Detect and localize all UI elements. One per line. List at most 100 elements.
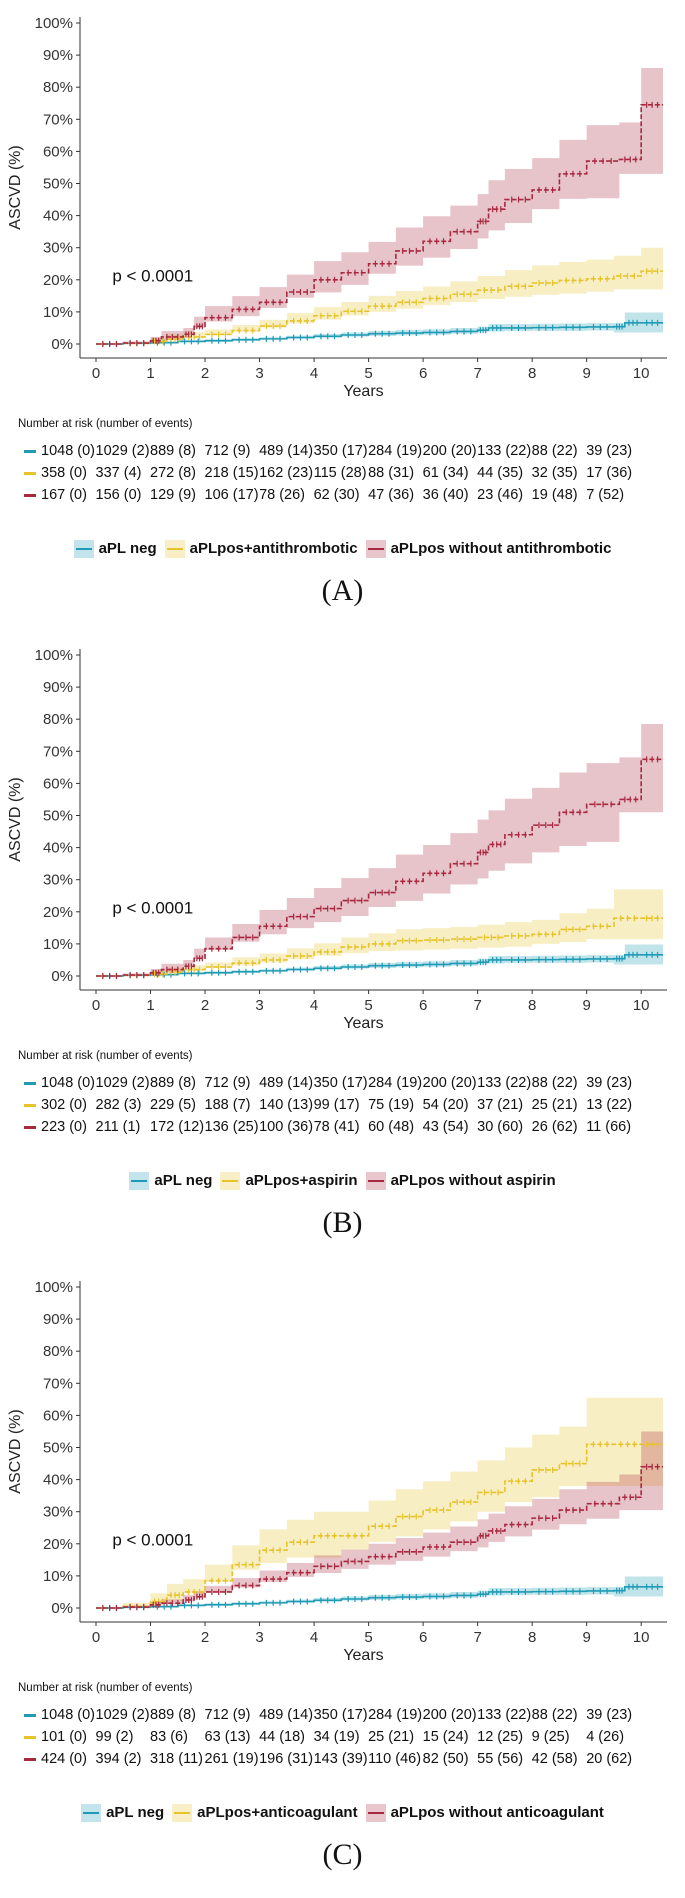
risk-table-cell: 712 (9) bbox=[204, 1707, 251, 1723]
risk-table-cell: 218 (15) bbox=[204, 465, 259, 481]
risk-table-cell: 133 (22) bbox=[477, 1075, 532, 1091]
risk-table-cell: 1029 (2) bbox=[95, 443, 150, 459]
y-tick-label: 70% bbox=[43, 1375, 73, 1392]
risk-table-cell: 54 (20) bbox=[422, 1097, 469, 1113]
x-tick-label: 6 bbox=[419, 365, 427, 382]
x-tick-label: 0 bbox=[92, 365, 100, 382]
risk-table-cell: 1048 (0) bbox=[41, 1075, 96, 1091]
y-tick-label: 30% bbox=[43, 872, 73, 889]
risk-table-row: 1048 (0) 1029 (2) 889 (8) 712 (9) 489 (14) 35… bbox=[18, 1074, 678, 1094]
risk-table-title: Number at risk (number of events) bbox=[18, 418, 193, 430]
risk-table-cell: 30 (60) bbox=[477, 1119, 524, 1135]
risk-table-cell: 101 (0) bbox=[41, 1729, 87, 1745]
risk-table-cell: 75 (19) bbox=[368, 1097, 415, 1113]
risk-table-cell: 13 (22) bbox=[586, 1097, 633, 1113]
risk-table-cell: 129 (9) bbox=[150, 487, 196, 503]
legend-swatch bbox=[365, 540, 386, 559]
risk-table-cell: 63 (13) bbox=[204, 1729, 251, 1745]
risk-table-cell: 19 (48) bbox=[531, 487, 578, 503]
legend-swatch bbox=[365, 1172, 386, 1191]
confidence-band-2 bbox=[96, 247, 663, 344]
km-line-1 bbox=[96, 1586, 663, 1609]
risk-table-row: 1048 (0) 1029 (2) 889 (8) 712 (9) 489 (14) 35… bbox=[18, 442, 678, 462]
legend-item-3: aPLpos without aspirin bbox=[365, 1172, 556, 1191]
risk-table-cell: 302 (0) bbox=[41, 1097, 87, 1113]
legend-label: aPL neg bbox=[154, 1172, 213, 1190]
risk-row-color-key bbox=[24, 1714, 36, 1717]
risk-table-cell: 7 (52) bbox=[586, 487, 625, 503]
risk-row-color-key bbox=[24, 450, 36, 453]
y-tick-label: 10% bbox=[43, 1568, 73, 1585]
risk-row-color-key bbox=[24, 1736, 36, 1739]
chart-panel-1: 0% 10% 20% 30% 40% 50% 60% 70% 80% 90% 100% 0 1 2 3 4 5 6… bbox=[0, 0, 685, 632]
risk-table-cell: 284 (19) bbox=[368, 1075, 423, 1091]
legend-label: aPLpos without anticoagulant bbox=[390, 1804, 604, 1822]
risk-table-cell: 99 (17) bbox=[313, 1097, 360, 1113]
x-tick-label: 8 bbox=[528, 365, 536, 382]
risk-table-cell: 17 (36) bbox=[586, 465, 633, 481]
risk-table-cell: 318 (11) bbox=[150, 1751, 203, 1767]
y-tick-label: 90% bbox=[43, 1311, 73, 1328]
risk-row-color-key bbox=[24, 1104, 36, 1107]
risk-table-cell: 350 (17) bbox=[313, 443, 368, 459]
y-tick-label: 30% bbox=[43, 240, 73, 257]
risk-table-cell: 489 (14) bbox=[259, 443, 314, 459]
risk-table-cell: 34 (19) bbox=[313, 1729, 360, 1745]
y-tick-label: 30% bbox=[43, 1504, 73, 1521]
p-value-annotation: p < 0.0001 bbox=[112, 1530, 193, 1549]
x-tick-label: 4 bbox=[310, 365, 318, 382]
risk-table-cell: 88 (31) bbox=[368, 465, 415, 481]
risk-table-cell: 1029 (2) bbox=[95, 1707, 150, 1723]
km-line-1 bbox=[96, 322, 663, 345]
legend-swatch bbox=[172, 1804, 193, 1823]
risk-row-color-key bbox=[24, 1758, 36, 1761]
y-tick-label: 70% bbox=[43, 743, 73, 760]
legend-label: aPLpos+aspirin bbox=[245, 1172, 358, 1190]
y-tick-label: 20% bbox=[43, 904, 73, 921]
legend: aPL neg aPLpos+antithrombotic aPLpos witho… bbox=[0, 540, 685, 566]
y-tick-label: 90% bbox=[43, 47, 73, 64]
risk-table-cell: 889 (8) bbox=[150, 1707, 196, 1723]
risk-table-cell: 25 (21) bbox=[531, 1097, 578, 1113]
y-axis-title: ASCVD (%) bbox=[7, 777, 24, 861]
risk-table-cell: 9 (25) bbox=[531, 1729, 570, 1745]
km-plot: 0% 10% 20% 30% 40% 50% 60% 70% 80% 90% 100% 0 1 2 3 4 5 6… bbox=[7, 647, 667, 1032]
legend-swatch bbox=[365, 1804, 386, 1823]
risk-table-cell: 60 (48) bbox=[368, 1119, 415, 1135]
risk-table-cell: 32 (35) bbox=[531, 465, 578, 481]
risk-table-cell: 133 (22) bbox=[477, 1707, 532, 1723]
risk-table-cell: 229 (5) bbox=[150, 1097, 196, 1113]
risk-table-cell: 162 (23) bbox=[259, 465, 314, 481]
risk-table-cell: 1048 (0) bbox=[41, 443, 96, 459]
x-tick-label: 4 bbox=[310, 997, 318, 1014]
legend-item-3: aPLpos without antithrombotic bbox=[365, 540, 611, 559]
km-line-3 bbox=[96, 104, 663, 345]
risk-table-row: 101 (0) 99 (2) 83 (6) 63 (13) 44 (18) 34 (19)… bbox=[18, 1728, 678, 1748]
x-tick-label: 7 bbox=[473, 365, 481, 382]
panel-label: (B) bbox=[322, 1206, 363, 1239]
risk-table-cell: 88 (22) bbox=[531, 1075, 578, 1091]
risk-table-cell: 61 (34) bbox=[422, 465, 469, 481]
risk-table-cell: 36 (40) bbox=[422, 487, 469, 503]
confidence-band-3 bbox=[96, 67, 663, 344]
x-axis-title: Years bbox=[343, 1647, 383, 1664]
panel-label: (C) bbox=[322, 1838, 363, 1871]
legend-label: aPLpos+anticoagulant bbox=[197, 1804, 358, 1822]
risk-table-cell: 42 (58) bbox=[531, 1751, 578, 1767]
x-tick-label: 10 bbox=[633, 1629, 650, 1646]
risk-table-cell: 88 (22) bbox=[531, 1707, 578, 1723]
risk-table-cell: 136 (25) bbox=[204, 1119, 259, 1135]
legend-item-1: aPL neg bbox=[73, 540, 157, 559]
risk-table-cell: 44 (35) bbox=[477, 465, 524, 481]
risk-table-cell: 200 (20) bbox=[422, 1075, 477, 1091]
risk-table-cell: 172 (12) bbox=[150, 1119, 205, 1135]
y-tick-label: 0% bbox=[51, 336, 73, 353]
risk-table-cell: 261 (19) bbox=[204, 1751, 259, 1767]
risk-table-cell: 44 (18) bbox=[259, 1729, 306, 1745]
risk-table-cell: 106 (17) bbox=[204, 487, 259, 503]
risk-row-color-key bbox=[24, 472, 36, 475]
y-tick-label: 40% bbox=[43, 840, 73, 857]
risk-table-cell: 88 (22) bbox=[531, 443, 578, 459]
km-line-3 bbox=[96, 1465, 663, 1609]
confidence-band-3 bbox=[96, 1431, 663, 1608]
